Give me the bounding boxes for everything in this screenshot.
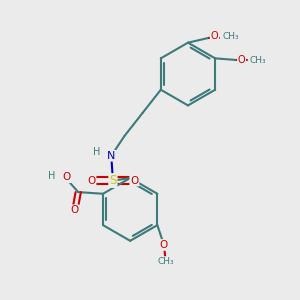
Text: O: O bbox=[71, 205, 79, 215]
Text: N: N bbox=[107, 151, 116, 161]
Text: CH₃: CH₃ bbox=[250, 56, 266, 64]
Text: O: O bbox=[63, 172, 71, 182]
Text: O: O bbox=[160, 240, 168, 250]
Text: CH₃: CH₃ bbox=[157, 257, 174, 266]
Text: O: O bbox=[211, 31, 218, 41]
Text: O: O bbox=[87, 176, 96, 185]
Text: S: S bbox=[109, 174, 117, 187]
Text: H: H bbox=[93, 148, 100, 158]
Text: O: O bbox=[130, 176, 139, 185]
Text: H: H bbox=[48, 171, 56, 181]
Text: O: O bbox=[238, 55, 245, 65]
Text: CH₃: CH₃ bbox=[223, 32, 239, 40]
